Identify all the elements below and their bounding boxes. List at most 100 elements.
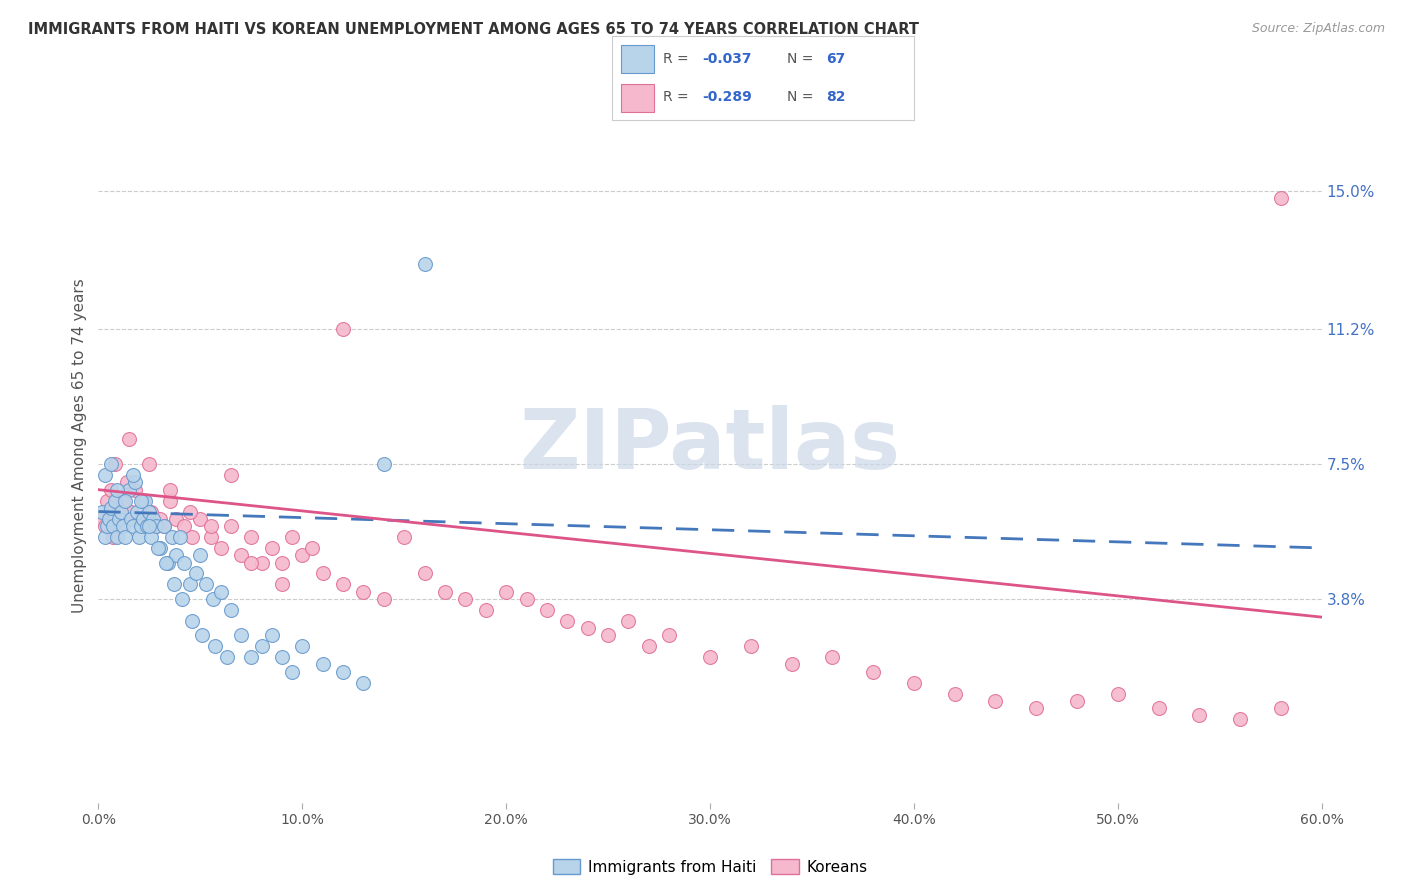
Point	[120, 504, 142, 518]
Point	[195, 577, 218, 591]
Point	[658, 628, 681, 642]
Point	[413, 566, 436, 581]
Text: -0.037: -0.037	[703, 52, 752, 66]
Point	[240, 650, 263, 665]
Point	[149, 512, 172, 526]
Point	[122, 468, 145, 483]
Point	[128, 512, 150, 526]
Point	[260, 628, 283, 642]
Point	[93, 530, 115, 544]
Point	[142, 512, 165, 526]
Point	[138, 504, 160, 518]
Point	[352, 584, 374, 599]
Point	[219, 468, 242, 483]
Text: N =: N =	[787, 52, 818, 66]
Legend: Immigrants from Haiti, Koreans: Immigrants from Haiti, Koreans	[547, 853, 873, 880]
Point	[474, 603, 498, 617]
Point	[145, 519, 167, 533]
Point	[270, 556, 294, 570]
Point	[169, 530, 191, 544]
Point	[124, 483, 146, 497]
Bar	[620, 84, 654, 112]
Point	[598, 628, 620, 642]
Point	[100, 500, 122, 515]
Point	[96, 493, 118, 508]
Point	[219, 603, 242, 617]
Point	[101, 519, 124, 533]
Text: 82: 82	[827, 90, 846, 104]
Point	[129, 519, 152, 533]
Point	[124, 475, 146, 490]
Point	[1025, 701, 1047, 715]
Text: R =: R =	[664, 52, 693, 66]
Point	[780, 657, 803, 672]
Point	[118, 483, 141, 497]
Point	[120, 512, 142, 526]
Point	[100, 483, 122, 497]
Point	[188, 512, 212, 526]
Point	[105, 483, 128, 497]
Point	[93, 468, 115, 483]
Point	[1107, 687, 1129, 701]
Point	[281, 530, 304, 544]
Point	[156, 556, 179, 570]
Point	[200, 530, 222, 544]
Point	[104, 457, 127, 471]
Point	[104, 493, 127, 508]
Point	[93, 519, 115, 533]
Point	[536, 603, 558, 617]
Point	[250, 556, 273, 570]
Point	[392, 530, 416, 544]
Point	[495, 584, 517, 599]
Point	[136, 519, 159, 533]
Point	[170, 591, 193, 606]
Point	[219, 519, 242, 533]
Point	[97, 512, 120, 526]
Point	[332, 665, 354, 679]
Point	[188, 548, 212, 562]
Point	[115, 475, 138, 490]
Point	[111, 519, 134, 533]
Point	[373, 457, 395, 471]
Point	[105, 530, 128, 544]
Point	[159, 483, 181, 497]
Point	[312, 657, 335, 672]
Point	[291, 639, 314, 653]
Point	[146, 541, 169, 555]
Text: R =: R =	[664, 90, 693, 104]
Text: ZIPatlas: ZIPatlas	[520, 406, 900, 486]
Point	[110, 519, 132, 533]
Point	[291, 548, 314, 562]
Y-axis label: Unemployment Among Ages 65 to 74 years: Unemployment Among Ages 65 to 74 years	[72, 278, 87, 614]
Point	[240, 556, 263, 570]
Point	[557, 614, 579, 628]
Point	[91, 504, 114, 518]
Point	[984, 694, 1007, 708]
Point	[179, 577, 201, 591]
Point	[136, 519, 159, 533]
Point	[1270, 191, 1292, 205]
Point	[173, 519, 195, 533]
Point	[163, 577, 186, 591]
Point	[91, 512, 114, 526]
Point	[127, 504, 149, 518]
Point	[1270, 701, 1292, 715]
Point	[1147, 701, 1170, 715]
Point	[101, 530, 124, 544]
Point	[165, 512, 187, 526]
Point	[105, 493, 128, 508]
Point	[373, 591, 395, 606]
Point	[181, 530, 204, 544]
Point	[281, 665, 304, 679]
Point	[132, 512, 155, 526]
Point	[332, 577, 354, 591]
Point	[181, 614, 204, 628]
Point	[108, 504, 131, 518]
Point	[132, 493, 155, 508]
Point	[173, 556, 195, 570]
Point	[312, 566, 335, 581]
Point	[114, 493, 136, 508]
Point	[160, 530, 183, 544]
Point	[1066, 694, 1088, 708]
Point	[821, 650, 844, 665]
